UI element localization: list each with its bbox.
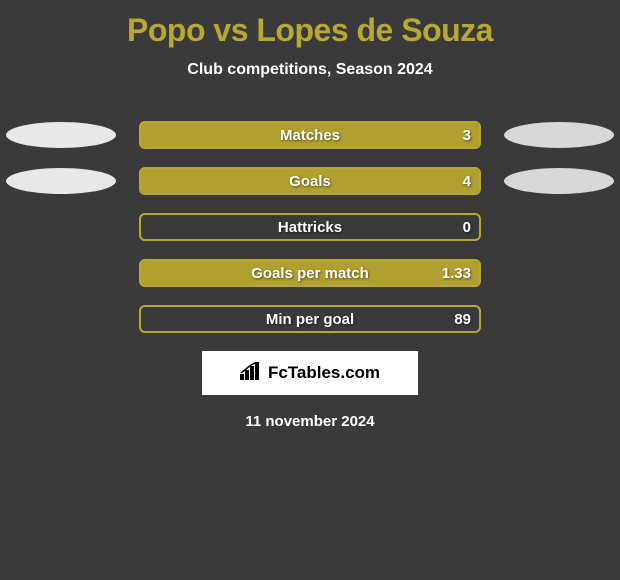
player-avatar-left — [6, 168, 116, 194]
stat-label: Goals per match — [251, 265, 369, 282]
comparison-row: Matches 3 — [0, 121, 620, 149]
stat-value-right: 1.33 — [442, 265, 471, 282]
infographic-container: Popo vs Lopes de Souza Club competitions… — [0, 0, 620, 580]
stat-label: Min per goal — [266, 311, 354, 328]
stat-label: Goals — [289, 173, 331, 190]
logo-chart-icon — [240, 362, 262, 385]
stat-bar: Matches 3 — [139, 121, 481, 149]
comparison-row: Goals 4 — [0, 167, 620, 195]
player-avatar-left — [6, 122, 116, 148]
player-avatar-right — [504, 122, 614, 148]
comparison-area: Matches 3 Goals 4 Hattricks 0 Goals per match 1… — [0, 121, 620, 333]
stat-value-right: 89 — [454, 311, 471, 328]
stat-bar: Hattricks 0 — [139, 213, 481, 241]
logo-box: FcTables.com — [202, 351, 418, 395]
stat-value-right: 3 — [463, 127, 471, 144]
page-title: Popo vs Lopes de Souza — [0, 0, 620, 49]
stat-value-right: 0 — [463, 219, 471, 236]
stat-label: Matches — [280, 127, 340, 144]
stat-bar: Min per goal 89 — [139, 305, 481, 333]
date-text: 11 november 2024 — [0, 413, 620, 430]
stat-value-right: 4 — [463, 173, 471, 190]
subtitle: Club competitions, Season 2024 — [0, 61, 620, 79]
stat-label: Hattricks — [278, 219, 342, 236]
player-avatar-right — [504, 168, 614, 194]
comparison-row: Hattricks 0 — [0, 213, 620, 241]
stat-bar: Goals 4 — [139, 167, 481, 195]
comparison-row: Min per goal 89 — [0, 305, 620, 333]
logo-text: FcTables.com — [268, 363, 380, 383]
comparison-row: Goals per match 1.33 — [0, 259, 620, 287]
stat-bar: Goals per match 1.33 — [139, 259, 481, 287]
